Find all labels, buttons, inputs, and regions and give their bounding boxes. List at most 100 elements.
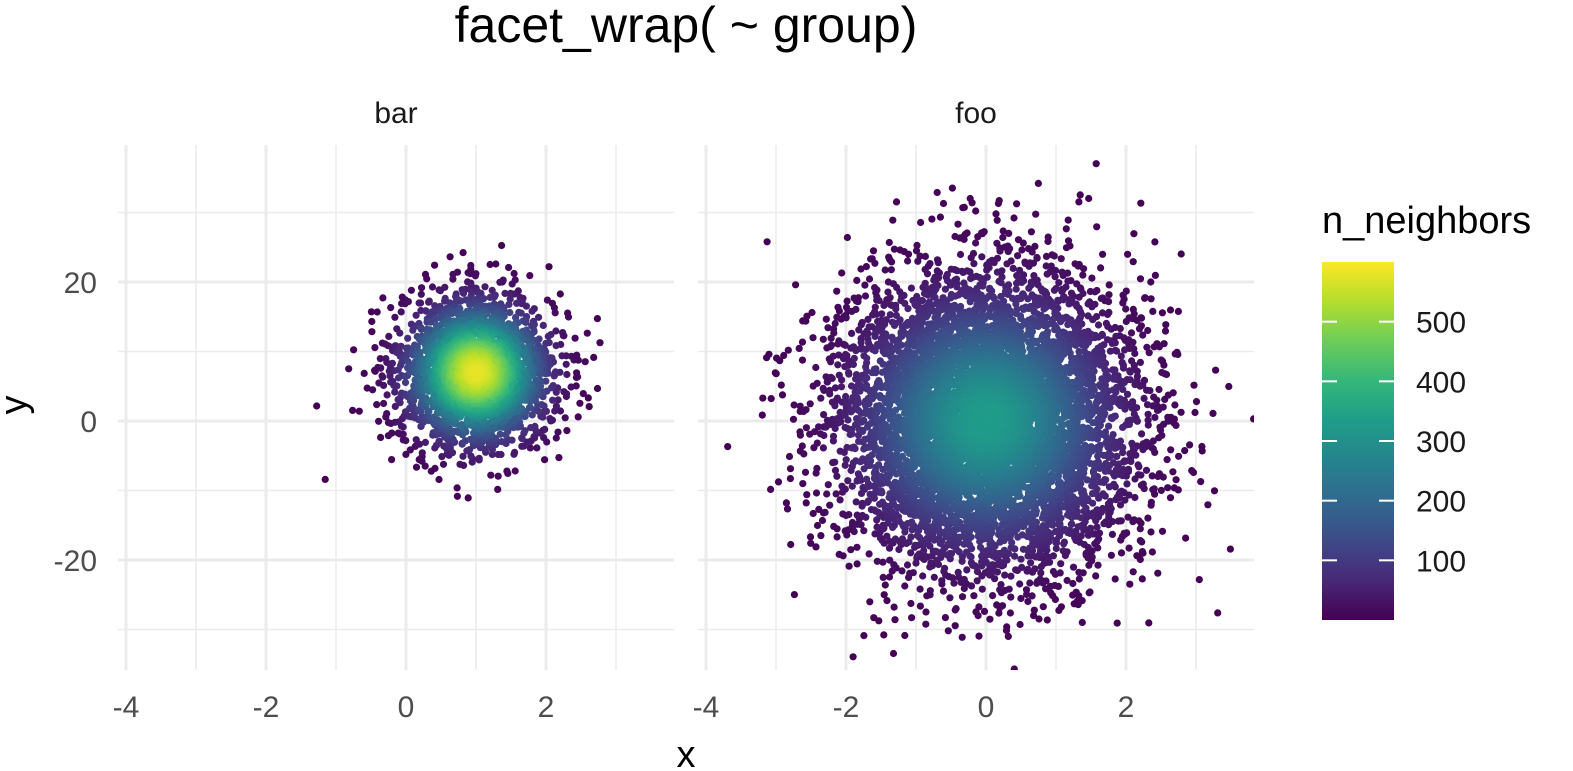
data-point <box>877 487 885 495</box>
data-point <box>998 602 1007 610</box>
data-point <box>898 567 906 575</box>
data-point <box>399 430 407 438</box>
data-point <box>1171 350 1179 358</box>
data-point <box>930 287 939 295</box>
x-tick-label: -2 <box>253 691 280 724</box>
data-point <box>1209 409 1217 417</box>
data-point <box>993 601 1001 609</box>
data-point <box>1113 619 1121 627</box>
data-point <box>954 220 962 228</box>
data-point <box>847 546 855 554</box>
data-point <box>1149 402 1157 410</box>
data-point <box>979 282 987 290</box>
data-point <box>1172 476 1180 484</box>
data-point <box>812 543 820 551</box>
data-point <box>510 448 519 456</box>
data-point <box>1123 390 1132 398</box>
data-point <box>1126 367 1134 375</box>
data-point <box>1043 270 1051 278</box>
data-point <box>953 283 961 291</box>
data-point <box>1005 585 1013 593</box>
data-point <box>1034 179 1042 187</box>
data-point <box>385 332 393 340</box>
data-point <box>1030 606 1038 614</box>
data-point <box>1257 516 1264 523</box>
data-point <box>809 334 817 342</box>
data-point <box>1118 359 1126 367</box>
data-point <box>435 437 443 445</box>
data-point <box>883 597 891 605</box>
data-point <box>807 539 815 547</box>
data-point <box>855 326 863 334</box>
data-point <box>992 210 1000 218</box>
data-point <box>997 279 1005 287</box>
data-point <box>494 485 502 493</box>
data-point <box>999 233 1007 242</box>
data-point <box>1004 632 1012 641</box>
data-point <box>1158 527 1167 535</box>
data-point <box>1063 576 1071 585</box>
data-point <box>863 374 871 382</box>
data-point <box>388 456 396 464</box>
data-point <box>1136 537 1144 545</box>
data-point <box>435 475 443 484</box>
data-point <box>1169 468 1177 476</box>
data-point <box>511 467 519 475</box>
data-point <box>1258 402 1265 409</box>
data-point <box>875 296 883 305</box>
data-point <box>907 284 916 292</box>
data-point <box>1003 260 1011 268</box>
data-point <box>865 275 874 283</box>
data-point <box>1086 287 1094 296</box>
data-point <box>786 465 795 473</box>
data-point <box>1120 529 1128 537</box>
data-point <box>866 598 874 606</box>
data-point <box>404 298 412 306</box>
data-point <box>1020 271 1028 279</box>
data-point <box>892 198 901 206</box>
data-point <box>368 317 376 326</box>
data-point <box>439 460 448 468</box>
data-point <box>436 287 444 295</box>
data-point <box>841 341 849 349</box>
data-point <box>864 315 872 323</box>
data-point <box>1064 216 1072 224</box>
data-point <box>446 253 454 261</box>
data-point <box>959 268 967 276</box>
facet-strip-label-bar: bar <box>374 97 417 130</box>
data-point <box>377 364 385 372</box>
data-point <box>784 346 792 354</box>
data-point <box>1175 452 1183 460</box>
data-point <box>1214 609 1222 617</box>
data-point <box>401 378 410 387</box>
data-point <box>543 296 552 304</box>
data-point <box>544 332 552 340</box>
x-axis-ticks-bar: -4 -2 0 2 <box>113 691 555 724</box>
data-point <box>845 510 853 519</box>
data-point <box>464 494 472 502</box>
data-point <box>399 423 407 431</box>
data-point <box>417 299 425 307</box>
data-point <box>1036 575 1044 583</box>
data-point <box>593 384 602 393</box>
data-point <box>1011 552 1019 560</box>
data-point <box>1100 520 1108 528</box>
data-point <box>1123 480 1131 488</box>
data-point <box>826 501 834 509</box>
data-point <box>1151 238 1159 246</box>
data-point <box>887 266 895 274</box>
data-point <box>1031 242 1039 250</box>
data-point <box>431 302 439 310</box>
data-point <box>1060 538 1068 546</box>
data-point <box>1141 294 1149 302</box>
data-point <box>857 521 865 529</box>
data-point <box>849 360 858 369</box>
data-point <box>1075 575 1083 583</box>
data-point <box>789 415 798 423</box>
data-point <box>829 432 838 440</box>
data-point <box>379 294 387 302</box>
data-point <box>1007 572 1015 580</box>
data-point <box>827 341 836 349</box>
data-point <box>1082 549 1090 558</box>
data-point <box>844 416 852 424</box>
